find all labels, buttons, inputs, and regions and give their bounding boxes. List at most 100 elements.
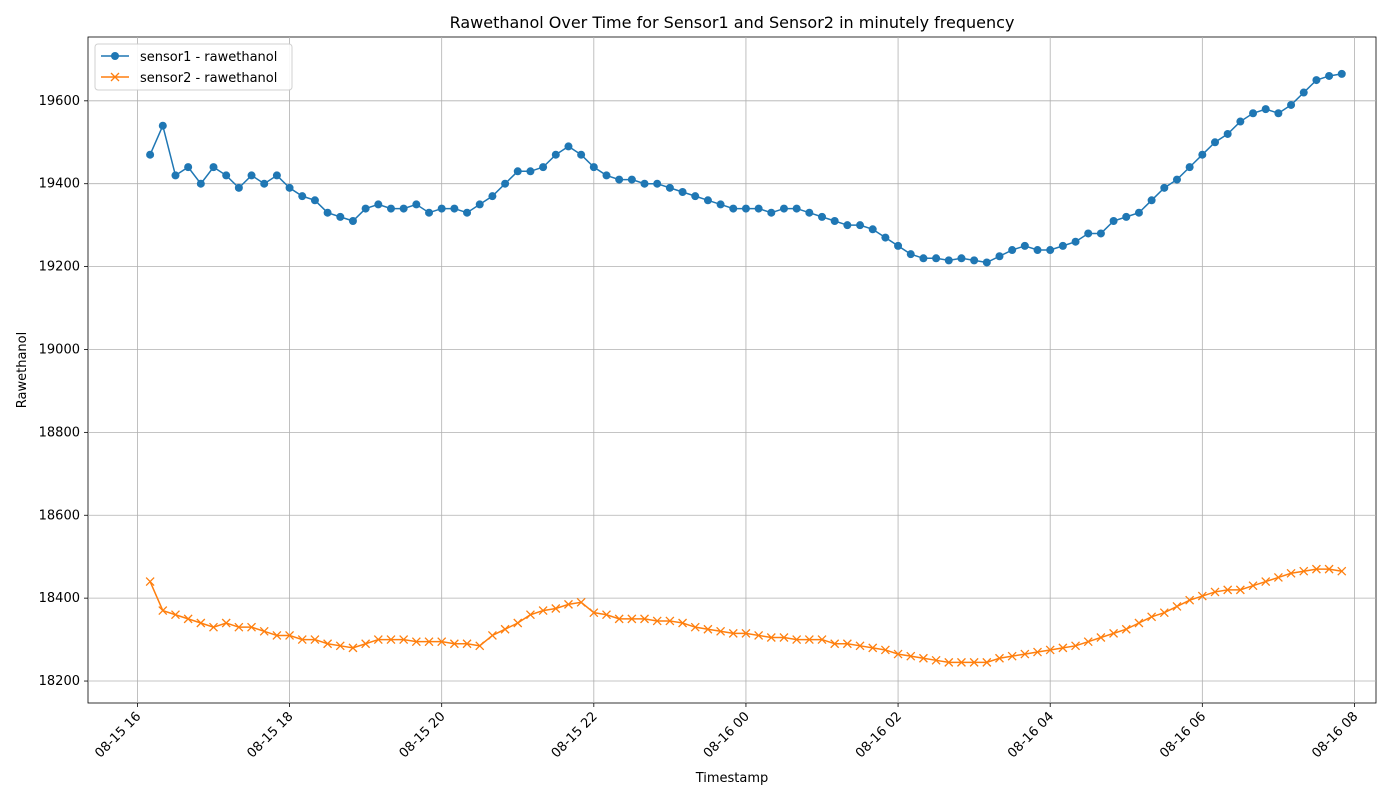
marker bbox=[1122, 212, 1131, 221]
marker bbox=[703, 196, 712, 205]
marker bbox=[1286, 568, 1296, 578]
marker bbox=[412, 200, 421, 209]
marker bbox=[1185, 595, 1195, 605]
y-tick-label: 19400 bbox=[39, 177, 80, 192]
marker bbox=[1299, 566, 1309, 576]
marker bbox=[500, 624, 510, 634]
marker bbox=[754, 630, 764, 640]
marker bbox=[576, 597, 586, 607]
marker bbox=[627, 614, 637, 624]
marker bbox=[640, 614, 649, 624]
marker bbox=[425, 208, 434, 217]
marker bbox=[488, 192, 497, 201]
marker bbox=[627, 175, 636, 184]
marker bbox=[665, 183, 674, 192]
marker bbox=[995, 252, 1004, 261]
legend-label: sensor1 - rawethanol bbox=[140, 50, 277, 65]
marker bbox=[792, 635, 802, 645]
legend-box bbox=[94, 43, 293, 91]
marker bbox=[1287, 100, 1296, 109]
marker bbox=[323, 639, 333, 649]
y-tick-label: 18400 bbox=[39, 591, 80, 606]
y-axis-label: Rawethanol bbox=[15, 332, 30, 408]
marker bbox=[209, 163, 218, 172]
marker bbox=[982, 258, 991, 267]
marker bbox=[1198, 150, 1207, 159]
marker bbox=[247, 171, 256, 180]
marker bbox=[538, 606, 548, 616]
marker bbox=[323, 208, 332, 217]
marker bbox=[1261, 105, 1270, 114]
marker bbox=[513, 618, 523, 628]
marker bbox=[690, 622, 700, 632]
marker bbox=[1020, 649, 1030, 659]
marker bbox=[373, 635, 383, 645]
marker bbox=[956, 657, 966, 667]
marker bbox=[805, 208, 814, 217]
marker bbox=[158, 121, 167, 130]
marker bbox=[1147, 612, 1157, 622]
marker bbox=[196, 618, 206, 628]
marker bbox=[1299, 88, 1308, 97]
marker bbox=[209, 622, 218, 632]
marker bbox=[222, 171, 231, 180]
marker bbox=[1210, 587, 1220, 597]
marker bbox=[982, 657, 992, 667]
marker bbox=[1235, 585, 1245, 595]
marker bbox=[361, 639, 371, 649]
marker bbox=[247, 622, 256, 632]
marker bbox=[145, 577, 155, 587]
marker bbox=[1337, 69, 1346, 78]
marker bbox=[564, 599, 573, 609]
marker bbox=[614, 614, 624, 624]
marker bbox=[564, 142, 573, 151]
x-tick-label: 08-16 00 bbox=[701, 709, 753, 761]
marker bbox=[1159, 608, 1169, 618]
x-tick-label: 08-16 08 bbox=[1309, 709, 1361, 761]
marker bbox=[475, 641, 485, 651]
marker bbox=[792, 204, 801, 213]
chart-title: Rawethanol Over Time for Sensor1 and Sen… bbox=[450, 13, 1015, 32]
marker bbox=[1008, 246, 1017, 255]
marker bbox=[995, 653, 1004, 663]
marker bbox=[221, 618, 231, 628]
y-tick-label: 19200 bbox=[39, 260, 80, 275]
marker bbox=[1045, 645, 1055, 655]
marker bbox=[767, 208, 776, 217]
marker bbox=[868, 643, 878, 653]
marker bbox=[234, 183, 243, 192]
marker bbox=[335, 641, 345, 651]
marker bbox=[1311, 564, 1321, 574]
marker bbox=[449, 639, 459, 649]
marker bbox=[716, 626, 726, 636]
legend-marker bbox=[110, 72, 120, 82]
marker bbox=[361, 204, 370, 213]
marker bbox=[513, 167, 522, 176]
marker bbox=[1046, 246, 1055, 255]
marker bbox=[1223, 585, 1233, 595]
marker bbox=[1096, 229, 1105, 238]
x-tick-label: 08-16 04 bbox=[1005, 709, 1057, 761]
marker bbox=[525, 610, 535, 620]
marker bbox=[577, 150, 586, 159]
marker bbox=[1249, 109, 1258, 118]
marker bbox=[703, 624, 713, 634]
marker bbox=[1273, 572, 1283, 582]
marker bbox=[944, 256, 953, 265]
marker bbox=[1160, 183, 1169, 192]
marker bbox=[653, 179, 662, 188]
marker bbox=[234, 622, 244, 632]
marker bbox=[919, 254, 928, 263]
marker bbox=[678, 187, 687, 196]
marker bbox=[475, 200, 484, 209]
marker bbox=[640, 179, 649, 188]
marker bbox=[589, 608, 599, 618]
marker bbox=[1007, 651, 1017, 661]
marker bbox=[932, 254, 941, 263]
marker bbox=[906, 250, 915, 259]
marker bbox=[399, 204, 408, 213]
marker bbox=[386, 635, 396, 645]
marker bbox=[1071, 237, 1080, 246]
marker bbox=[348, 217, 357, 226]
